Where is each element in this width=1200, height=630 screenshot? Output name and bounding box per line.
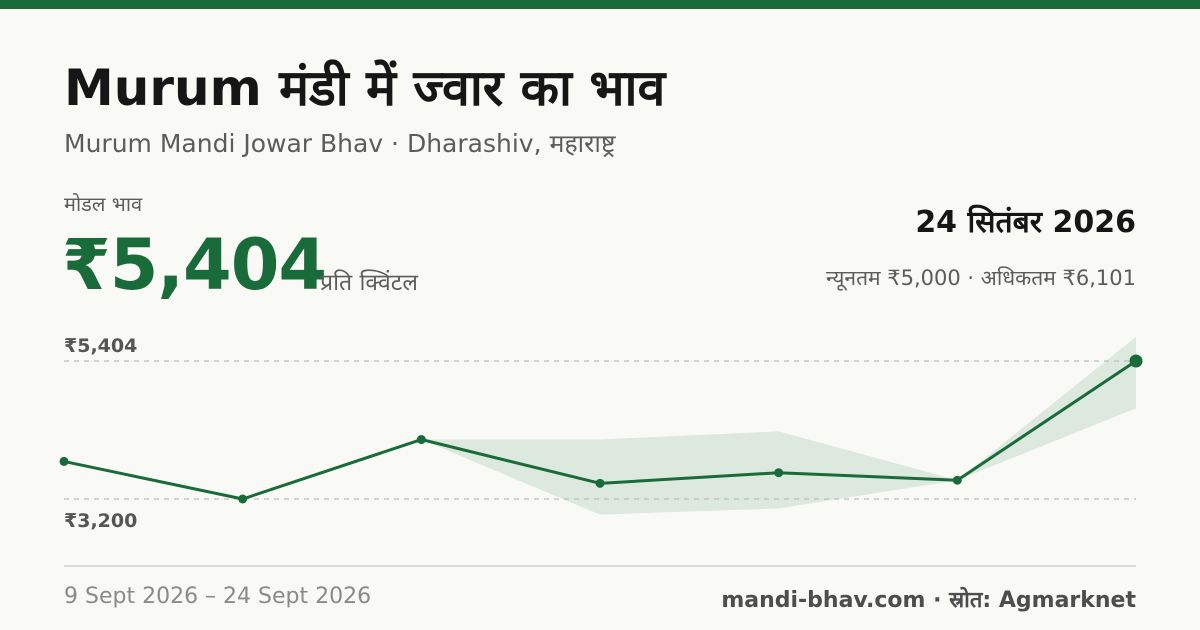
min-max-band-layer	[421, 336, 1136, 515]
price-point	[774, 468, 784, 478]
price-point	[416, 435, 426, 445]
reference-line-label: ₹5,404	[64, 335, 137, 357]
page-subtitle: Murum Mandi Jowar Bhav · Dharashiv, महार…	[64, 129, 616, 158]
min-max-band	[421, 336, 1136, 515]
price-line-layer	[59, 354, 1143, 504]
latest-price-point	[1129, 354, 1143, 368]
modal-price-value: ₹5,404	[62, 224, 327, 306]
top-accent-bar	[0, 0, 1200, 9]
price-point	[59, 456, 69, 466]
price-point	[238, 494, 248, 504]
footer-date-range: 9 Sept 2026 – 24 Sept 2026	[64, 584, 372, 609]
min-max-range: न्यूनतम ₹5,000 · अधिकतम ₹6,101	[826, 266, 1136, 290]
price-point	[952, 475, 962, 485]
price-date: 24 सितंबर 2026	[915, 205, 1136, 240]
modal-price-label: मोडल भाव	[64, 192, 143, 216]
footer-source: mandi-bhav.com · स्रोत: Agmarknet	[721, 588, 1136, 613]
reference-lines-layer: ₹5,404 ₹3,200	[64, 335, 1136, 532]
reference-line-label: ₹3,200	[64, 510, 137, 532]
price-unit: प्रति क्विंटल	[320, 270, 418, 296]
price-point	[595, 478, 605, 488]
page-title: Murum मंडी में ज्वार का भाव	[64, 59, 666, 117]
